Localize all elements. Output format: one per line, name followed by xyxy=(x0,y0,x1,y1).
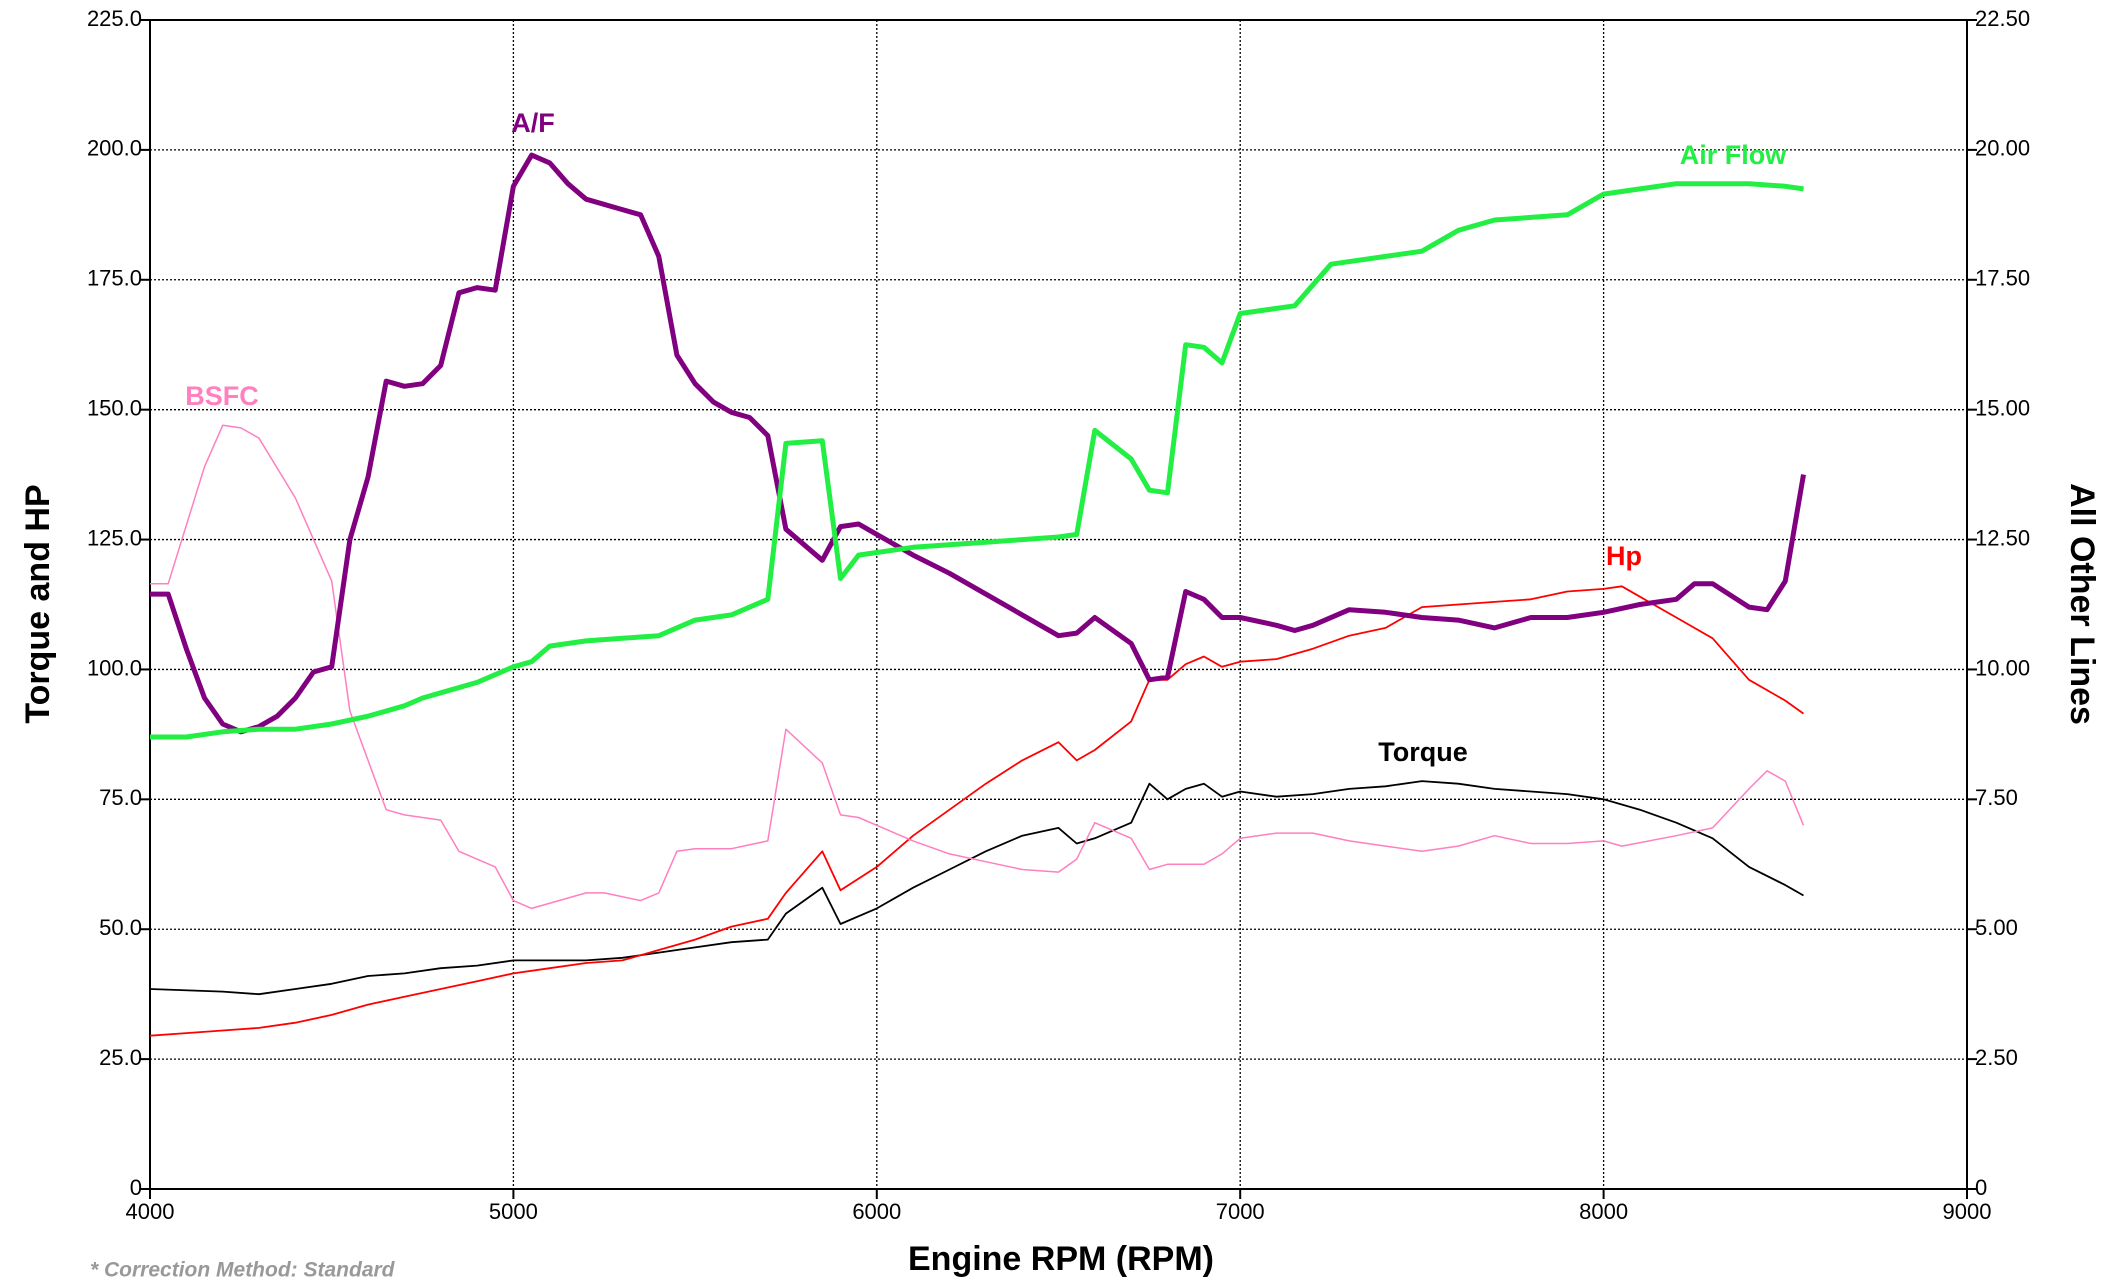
y2-tick-label: 17.50 xyxy=(1975,266,2030,291)
y-tick-label: 75.0 xyxy=(99,785,142,810)
y-tick-label: 225.0 xyxy=(87,6,142,31)
x-tick-label: 7000 xyxy=(1216,1199,1265,1224)
series-label: Hp xyxy=(1606,541,1642,571)
series-label: Torque xyxy=(1378,737,1468,767)
series-label: Air Flow xyxy=(1680,140,1787,170)
y-axis-title: Torque and HP xyxy=(19,484,57,723)
y2-tick-label: 7.50 xyxy=(1975,785,2018,810)
y2-tick-label: 20.00 xyxy=(1975,136,2030,161)
series-label: A/F xyxy=(511,108,555,138)
y2-tick-label: 12.50 xyxy=(1975,525,2030,550)
series-line xyxy=(150,424,1805,910)
series-line xyxy=(149,585,1805,1037)
y2-tick-label: 15.00 xyxy=(1975,395,2030,420)
y2-tick-label: 10.00 xyxy=(1975,655,2030,680)
y2-tick-label: 5.00 xyxy=(1975,915,2018,940)
footnote: * Correction Method: Standard xyxy=(90,1258,396,1280)
x-tick-label: 6000 xyxy=(852,1199,901,1224)
series-label: BSFC xyxy=(185,381,259,411)
y2-axis-title: All Other Lines xyxy=(2063,483,2101,725)
y-tick-label: 200.0 xyxy=(87,136,142,161)
y2-tick-label: 0 xyxy=(1975,1175,1987,1200)
y-tick-label: 0 xyxy=(130,1175,142,1200)
x-axis-title: Engine RPM (RPM) xyxy=(908,1240,1214,1278)
x-tick-label: 9000 xyxy=(1943,1199,1992,1224)
y-tick-label: 50.0 xyxy=(99,915,142,940)
y-tick-label: 25.0 xyxy=(99,1045,142,1070)
x-tick-label: 5000 xyxy=(489,1199,538,1224)
series-line xyxy=(149,780,1804,996)
series-line xyxy=(150,181,1804,740)
series-line xyxy=(150,152,1806,735)
y2-tick-label: 2.50 xyxy=(1975,1045,2018,1070)
y-tick-label: 175.0 xyxy=(87,266,142,291)
plot-frame xyxy=(149,19,1968,1190)
x-tick-label: 8000 xyxy=(1579,1199,1628,1224)
y2-tick-label: 22.50 xyxy=(1975,6,2030,31)
y-tick-label: 125.0 xyxy=(87,525,142,550)
y-tick-label: 100.0 xyxy=(87,655,142,680)
x-tick-label: 4000 xyxy=(126,1199,175,1224)
y-tick-label: 150.0 xyxy=(87,395,142,420)
